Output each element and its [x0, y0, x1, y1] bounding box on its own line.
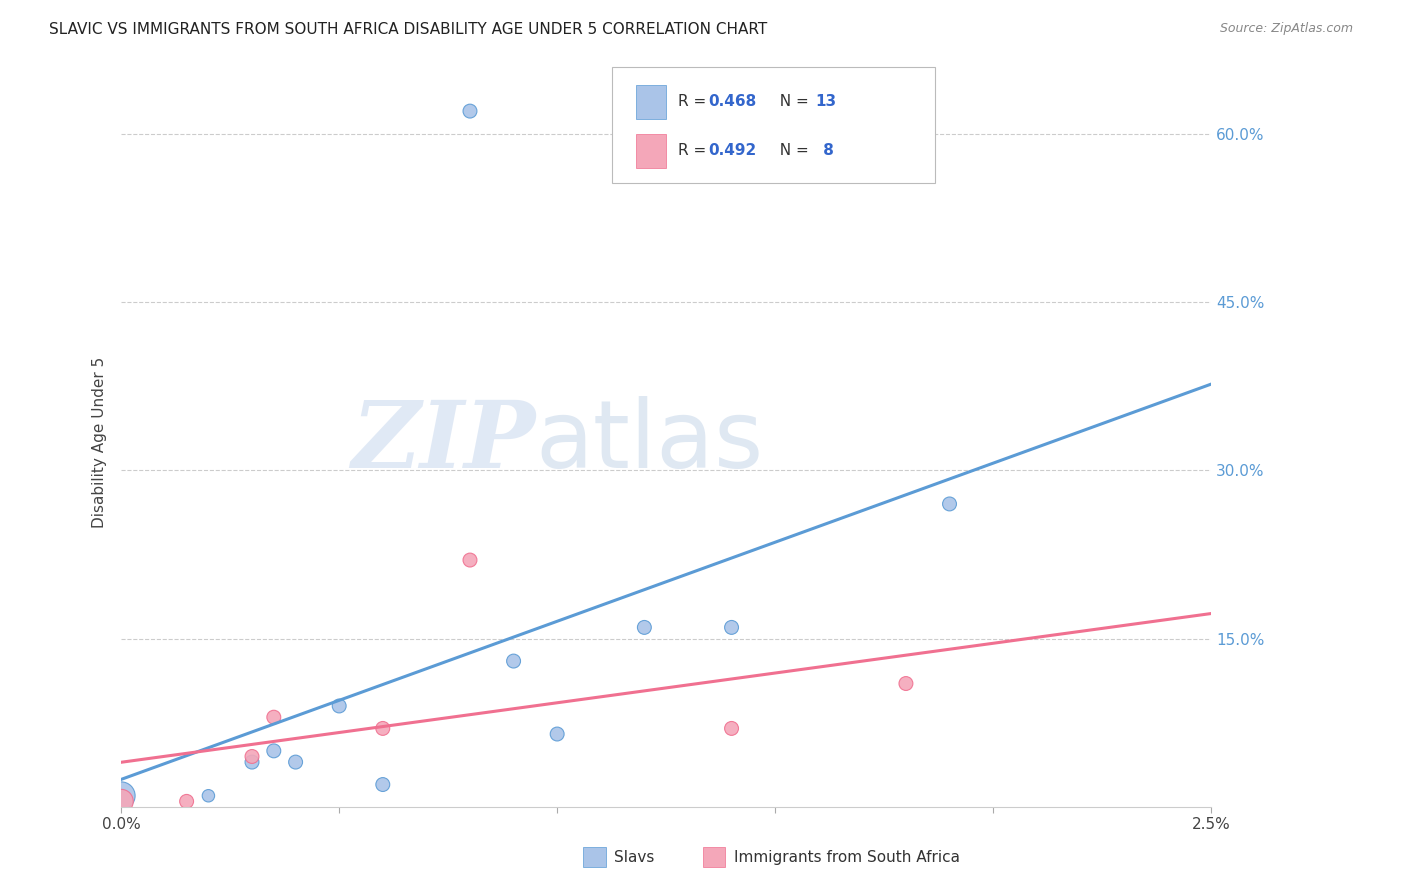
- Point: [263, 710, 285, 724]
- Text: Slavs: Slavs: [614, 850, 655, 864]
- Text: atlas: atlas: [536, 396, 763, 488]
- Point: [371, 722, 394, 736]
- Y-axis label: Disability Age Under 5: Disability Age Under 5: [93, 357, 107, 528]
- Text: 13: 13: [815, 95, 837, 109]
- Point: [110, 789, 132, 803]
- Text: ZIP: ZIP: [352, 397, 536, 487]
- Text: 0.492: 0.492: [709, 144, 756, 158]
- Point: [110, 794, 132, 808]
- Point: [328, 698, 350, 713]
- Text: N =: N =: [770, 95, 814, 109]
- Point: [458, 104, 481, 119]
- Point: [284, 755, 307, 769]
- Point: [938, 497, 960, 511]
- Point: [894, 676, 917, 690]
- Point: [720, 722, 742, 736]
- Point: [458, 553, 481, 567]
- Text: R =: R =: [678, 144, 711, 158]
- Point: [371, 778, 394, 792]
- Point: [502, 654, 524, 668]
- Text: 0.468: 0.468: [709, 95, 756, 109]
- Point: [546, 727, 568, 741]
- Text: N =: N =: [770, 144, 814, 158]
- Text: 8: 8: [818, 144, 834, 158]
- Point: [197, 789, 219, 803]
- Point: [240, 755, 263, 769]
- Point: [633, 620, 655, 634]
- Point: [263, 744, 285, 758]
- Point: [720, 620, 742, 634]
- Text: R =: R =: [678, 95, 711, 109]
- Point: [176, 794, 198, 808]
- Text: SLAVIC VS IMMIGRANTS FROM SOUTH AFRICA DISABILITY AGE UNDER 5 CORRELATION CHART: SLAVIC VS IMMIGRANTS FROM SOUTH AFRICA D…: [49, 22, 768, 37]
- Point: [240, 749, 263, 764]
- Text: Source: ZipAtlas.com: Source: ZipAtlas.com: [1219, 22, 1353, 36]
- Text: Immigrants from South Africa: Immigrants from South Africa: [734, 850, 960, 864]
